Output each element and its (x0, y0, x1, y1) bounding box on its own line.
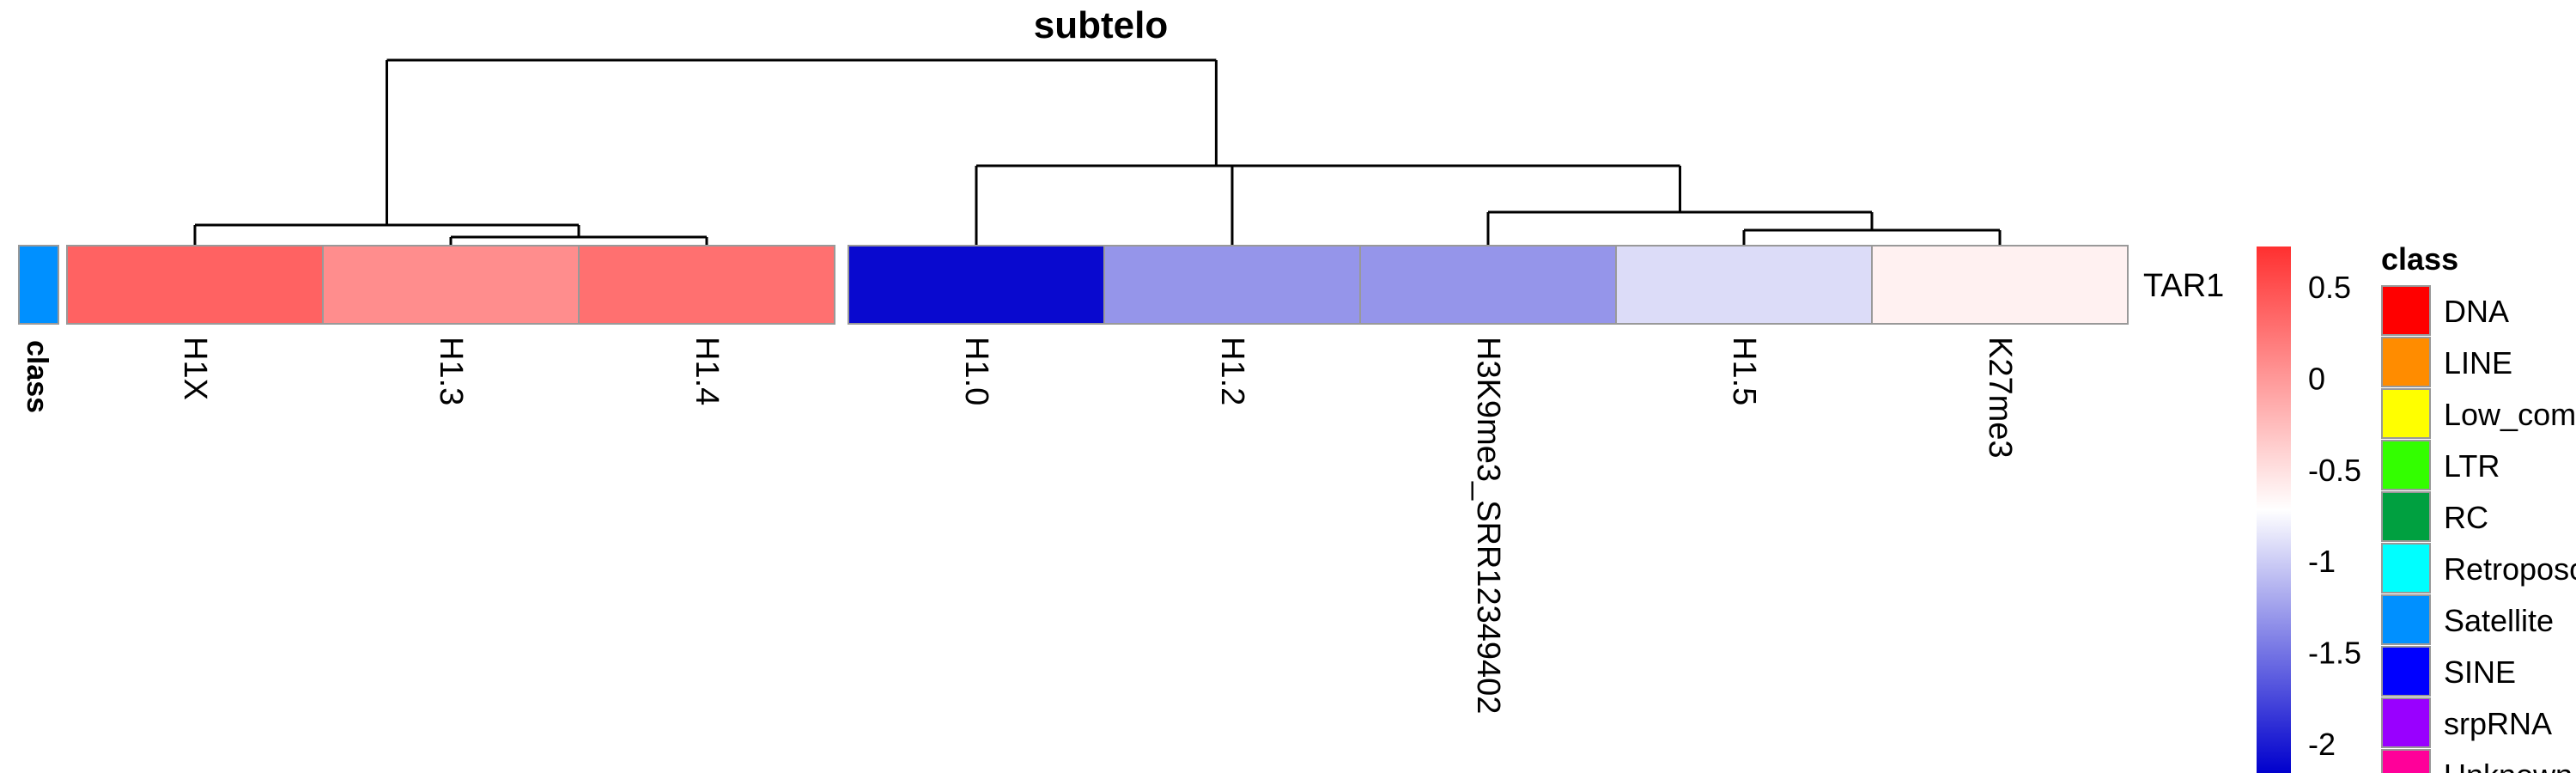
heatmap-cell (322, 245, 580, 325)
class-legend-label: Low_complexity (2444, 397, 2576, 432)
annotation-cell (18, 245, 59, 325)
class-legend-swatch (2381, 543, 2431, 593)
class-legend-label: srpRNA (2444, 706, 2552, 741)
heatmap-cell (1359, 245, 1617, 325)
class-legend: class DNA LINE Low_complexity LTR RC Retroposo… (2381, 241, 2576, 773)
heatmap-cell (1103, 245, 1361, 325)
class-legend-swatch (2381, 491, 2431, 542)
class-legend-swatch (2381, 594, 2431, 645)
heatmap-cell (848, 245, 1105, 325)
class-legend-label: LTR (2444, 448, 2500, 484)
class-legend-swatch (2381, 440, 2431, 490)
column-label: K27me3 (1982, 337, 2018, 459)
class-legend-swatch (2381, 388, 2431, 439)
column-label: H1.2 (1214, 337, 1250, 405)
color-bar (2257, 247, 2291, 773)
color-scale-tick-label: 0 (2308, 361, 2325, 396)
column-dendrogram (193, 58, 2002, 246)
heatmap-cell (578, 245, 835, 325)
color-scale-tick-label: -0.5 (2308, 453, 2361, 488)
row-labels: TAR1 (2143, 268, 2224, 304)
color-scale-tick-label: -1.5 (2308, 636, 2361, 671)
class-legend-swatch (2381, 749, 2431, 773)
row-label: TAR1 (2143, 268, 2224, 304)
class-annotation: class (18, 245, 59, 413)
annotation-label: class (21, 340, 53, 413)
class-legend-swatch (2381, 697, 2431, 748)
column-label: H1.3 (433, 337, 469, 405)
class-legend-label: DNA (2444, 294, 2509, 329)
class-legend-swatch (2381, 337, 2431, 387)
class-legend-label: Retroposon (2444, 551, 2576, 587)
class-legend-title: class (2381, 241, 2458, 277)
column-label: H1X (177, 337, 213, 400)
column-label: H1.4 (689, 337, 725, 405)
class-legend-label: Satellite (2444, 603, 2554, 638)
color-scale-legend: 0.5 0 -0.5 -1 -1.5 -2 (2257, 247, 2361, 773)
heatmap-cells (66, 245, 2129, 325)
column-label: H3K9me3_SRR12349402 (1470, 337, 1506, 714)
column-labels: H1X H1.3 H1.4 H1.0 H1.2 H3K9me3_SRR12349402 H1… (177, 337, 2018, 714)
column-label: H1.0 (958, 337, 994, 405)
heatmap-cell (66, 245, 324, 325)
heatmap-cell (1871, 245, 2129, 325)
color-scale-tick-label: 0.5 (2308, 270, 2351, 305)
heatmap-cell (1615, 245, 1873, 325)
class-legend-swatch (2381, 285, 2431, 336)
color-scale-tick-label: -2 (2308, 727, 2336, 762)
class-legend-label: Unknown (2444, 758, 2573, 773)
color-scale-tick-label: -1 (2308, 544, 2336, 579)
class-legend-label: RC (2444, 500, 2488, 535)
class-legend-label: SINE (2444, 654, 2516, 690)
chart-title: subtelo (1034, 4, 1168, 46)
class-legend-swatch (2381, 646, 2431, 697)
column-label: H1.5 (1726, 337, 1762, 405)
class-legend-label: LINE (2444, 345, 2512, 380)
